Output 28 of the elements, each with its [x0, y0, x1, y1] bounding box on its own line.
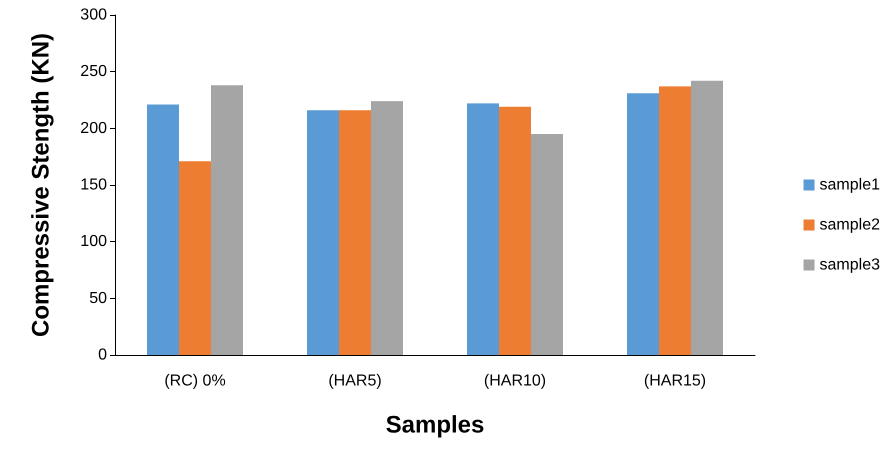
bar: [691, 80, 723, 355]
bar: [339, 110, 371, 355]
x-tick-label: (RC) 0%: [164, 372, 226, 390]
legend-label: sample3: [820, 256, 880, 274]
bar: [499, 106, 531, 355]
y-tick-label: 300: [80, 6, 108, 24]
bar: [179, 161, 211, 355]
y-tick-label: 150: [80, 176, 108, 194]
y-axis-title: Compressive Stength (KN): [28, 32, 54, 338]
legend-label: sample2: [820, 216, 880, 234]
bar: [467, 103, 499, 355]
y-tick-label: 200: [80, 120, 108, 137]
y-tick-label: 250: [80, 63, 108, 80]
x-axis-title: Samples: [386, 412, 484, 438]
bar: [627, 93, 659, 355]
x-tick-label: (HAR5): [328, 372, 382, 390]
y-tick-label: 50: [89, 290, 108, 307]
x-tick-label: (HAR10): [484, 372, 546, 390]
bar: [371, 101, 403, 355]
x-tick-label: (HAR15): [644, 372, 706, 390]
bar: [659, 86, 691, 355]
legend-label: sample1: [820, 176, 880, 194]
bar: [307, 110, 339, 355]
bar: [147, 104, 179, 355]
bar: [211, 85, 243, 355]
y-tick-label: 0: [98, 346, 108, 364]
y-tick-label: 100: [80, 233, 108, 250]
bar: [531, 134, 563, 355]
